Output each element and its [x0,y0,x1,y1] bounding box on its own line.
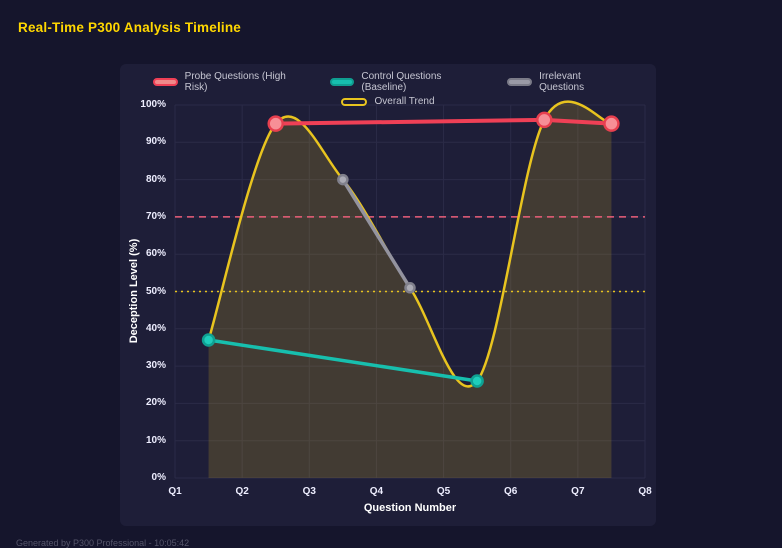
legend-item-label: Probe Questions (High Risk) [184,71,286,93]
data-point-marker[interactable] [267,115,284,132]
chart-panel: Probe Questions (High Risk) Control Quest… [120,64,656,526]
legend-item[interactable]: Irrelevant Questions [507,71,623,93]
y-tick-label: 90% [145,136,166,148]
legend-row-1: Probe Questions (High Risk) Control Quest… [153,71,623,93]
legend-row-2: Overall Trend [341,96,435,107]
x-tick-label: Q8 [638,486,652,497]
x-axis-title: Question Number [363,502,457,514]
data-point-marker[interactable] [603,115,620,132]
y-tick-label: 20% [145,397,166,409]
legend-swatch-icon [329,78,355,86]
chart-legend: Probe Questions (High Risk) Control Quest… [153,71,623,107]
data-point-marker[interactable] [201,333,216,347]
legend-item[interactable]: Probe Questions (High Risk) [153,71,304,93]
legend-item-label: Overall Trend [374,96,435,107]
y-tick-label: 70% [145,210,166,222]
x-tick-label: Q6 [504,486,518,497]
legend-item-label: Irrelevant Questions [539,71,585,93]
y-tick-label: 30% [145,360,166,372]
y-tick-label: 100% [140,99,166,110]
footer-text: Generated by P300 Professional - 10:05:4… [16,538,190,548]
x-tick-label: Q3 [302,486,316,497]
legend-swatch-icon [153,78,178,86]
data-point-marker[interactable] [404,282,416,294]
legend-item-label: Control Questions (Baseline) [361,71,442,93]
page-title: Real-Time P300 Analysis Timeline [18,20,242,35]
y-tick-label: 50% [145,285,166,297]
legend-item[interactable]: Overall Trend [341,96,435,107]
y-tick-label: 0% [151,472,166,483]
data-point-marker[interactable] [470,374,484,388]
data-point-marker[interactable] [536,111,553,129]
series-line [341,177,412,290]
legend-item[interactable]: Control Questions (Baseline) [329,71,482,93]
x-tick-label: Q2 [235,486,249,497]
x-tick-label: Q7 [571,486,585,497]
y-tick-label: 40% [145,322,166,334]
chart-svg [174,100,646,479]
y-tick-label: 80% [145,173,166,185]
legend-swatch-icon [341,97,368,106]
x-tick-label: Q4 [369,486,384,497]
y-tick-label: 10% [145,434,166,446]
legend-swatch-icon [507,78,533,86]
x-tick-label: Q1 [168,486,182,497]
x-tick-label: Q5 [436,486,451,497]
data-point-marker[interactable] [337,173,349,186]
series-line [206,338,479,383]
y-tick-label: 60% [145,248,166,260]
